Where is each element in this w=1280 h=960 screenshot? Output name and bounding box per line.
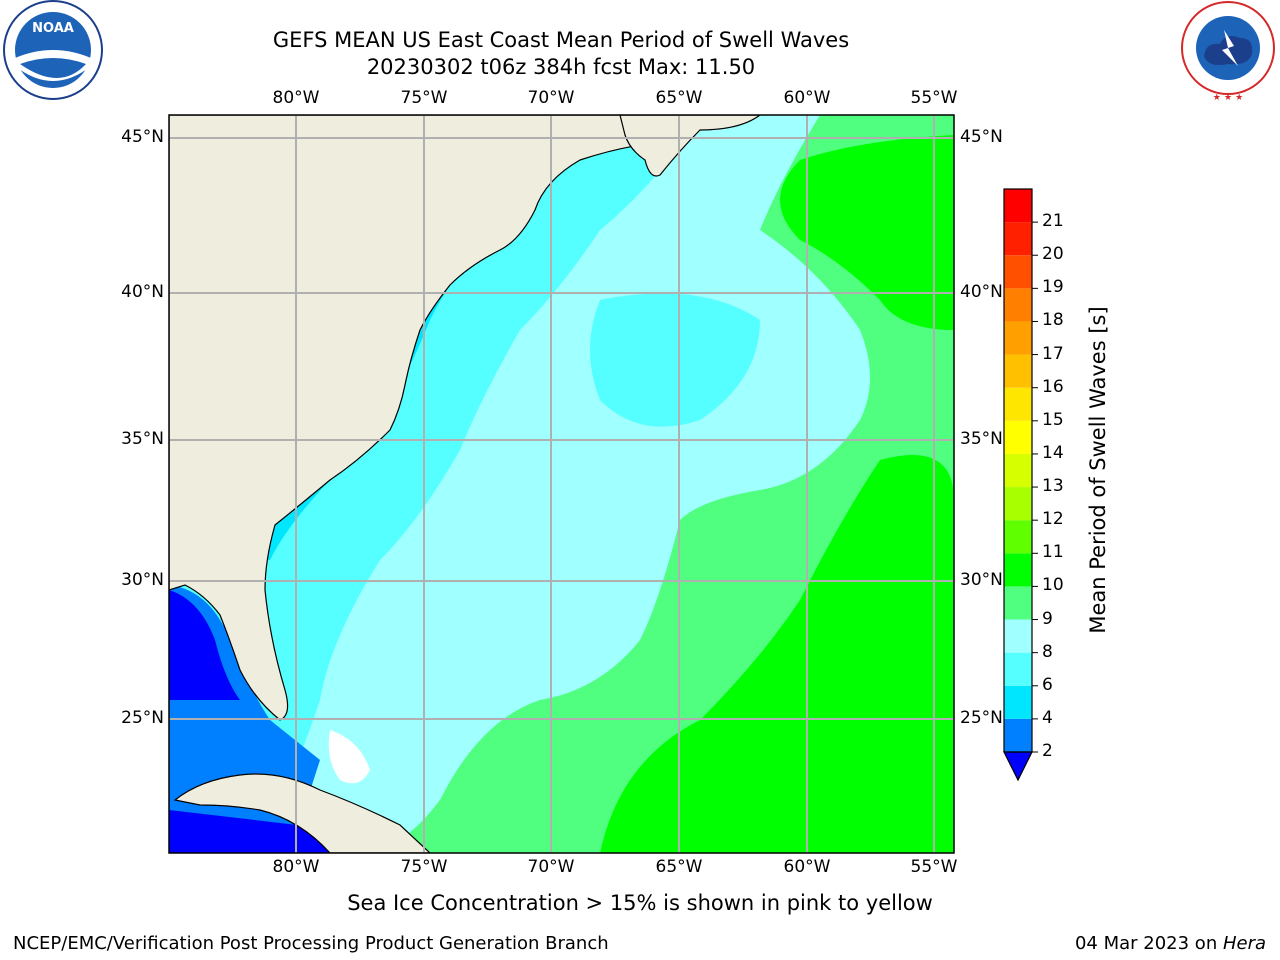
colorbar-tick-label: 4 xyxy=(1042,707,1053,728)
map-graticule xyxy=(169,115,954,853)
footer-date-text: 04 Mar 2023 on xyxy=(1074,933,1223,954)
sea-ice-note-text: Sea Ice Concentration > 15% is shown in … xyxy=(347,891,933,915)
lon-label-top: 65°W xyxy=(655,88,703,108)
ocean-field xyxy=(169,115,954,853)
map-frame xyxy=(168,114,955,854)
colorbar-tick-label: 9 xyxy=(1042,608,1053,629)
lon-label-bottom: 80°W xyxy=(272,857,320,877)
colorbar-segment xyxy=(1004,453,1032,488)
lon-label-bottom: 70°W xyxy=(527,857,575,877)
chart-title-line2: 20230302 t06z 384h fcst Max: 11.50 xyxy=(366,55,756,79)
canada-land xyxy=(619,115,762,177)
lat-label-right: 25°N xyxy=(960,708,1003,728)
colorbar-segment xyxy=(1004,652,1032,686)
colorbar-tick-label: 17 xyxy=(1042,343,1064,364)
colorbar-tick-label: 13 xyxy=(1042,476,1064,497)
svg-text:★ ★ ★: ★ ★ ★ xyxy=(1213,93,1243,103)
lon-label-top: 70°W xyxy=(527,88,575,108)
colorbar-tick-label: 11 xyxy=(1042,542,1064,563)
footer-credit: NCEP/EMC/Verification Post Processing Pr… xyxy=(13,933,609,954)
colorbar-segment xyxy=(1004,553,1032,587)
colorbar-segment xyxy=(1004,321,1032,355)
lat-label-left: 35°N xyxy=(121,429,164,449)
lat-label-left: 45°N xyxy=(121,127,164,147)
colorbar-tick-label: 19 xyxy=(1042,277,1064,298)
colorbar-tick-label: 20 xyxy=(1042,244,1064,265)
noaa-logo-text: NOAA xyxy=(32,21,74,36)
colorbar-tick-label: 21 xyxy=(1042,211,1064,232)
lon-label-top: 75°W xyxy=(400,88,448,108)
footer-date: 04 Mar 2023 on Hera xyxy=(1075,933,1266,954)
colorbar-segment xyxy=(1004,288,1032,322)
lon-label-bottom: 65°W xyxy=(655,857,703,877)
colorbar-segment xyxy=(1004,222,1032,256)
colorbar-segment xyxy=(1004,685,1032,719)
sea-ice-note: Sea Ice Concentration > 15% is shown in … xyxy=(0,891,1280,915)
lat-label-right: 40°N xyxy=(960,282,1003,302)
colorbar-extend-triangle xyxy=(1003,751,1033,782)
colorbar-tick-label: 15 xyxy=(1042,409,1064,430)
colorbar-tick-label: 6 xyxy=(1042,674,1053,695)
nws-logo: ★ ★ ★ xyxy=(1181,1,1275,103)
bahamas-shoal xyxy=(328,730,370,784)
lon-label-top: 80°W xyxy=(272,88,320,108)
lat-label-left: 30°N xyxy=(121,570,164,590)
lat-label-left: 25°N xyxy=(121,708,164,728)
colorbar-tick-label: 16 xyxy=(1042,376,1064,397)
lon-label-bottom: 75°W xyxy=(400,857,448,877)
noaa-logo: NOAA xyxy=(3,0,103,100)
colorbar-segment xyxy=(1004,586,1032,620)
colorbar-frame xyxy=(1003,188,1033,753)
lat-label-right: 30°N xyxy=(960,570,1003,590)
colorbar-segment xyxy=(1004,520,1032,554)
colorbar-tick-label: 10 xyxy=(1042,575,1064,596)
colorbar-tick-label: 12 xyxy=(1042,509,1064,530)
lon-label-top: 60°W xyxy=(783,88,831,108)
colorbar-segment xyxy=(1004,619,1032,653)
lon-label-bottom: 55°W xyxy=(910,857,958,877)
lat-label-right: 35°N xyxy=(960,429,1003,449)
colorbar-segment xyxy=(1004,189,1032,223)
colorbar-segment xyxy=(1004,387,1032,421)
colorbar-tick-label: 8 xyxy=(1042,641,1053,662)
footer-host: Hera xyxy=(1222,933,1266,954)
colorbar-tick-label: 14 xyxy=(1042,442,1064,463)
colorbar-segment xyxy=(1004,420,1032,454)
cuba-land xyxy=(173,773,431,853)
colorbar xyxy=(1003,188,1038,782)
colorbar-title: Mean Period of Swell Waves [s] xyxy=(1086,306,1110,634)
colorbar-tick-label: 2 xyxy=(1042,741,1053,761)
lat-label-left: 40°N xyxy=(121,282,164,302)
colorbar-segment xyxy=(1004,718,1032,752)
colorbar-tick-label: 18 xyxy=(1042,310,1064,331)
colorbar-segment xyxy=(1004,487,1032,521)
colorbar-segment xyxy=(1004,354,1032,388)
chart-title-line1: GEFS MEAN US East Coast Mean Period of S… xyxy=(272,28,850,52)
lon-label-bottom: 60°W xyxy=(783,857,831,877)
lat-label-right: 45°N xyxy=(960,127,1003,147)
lon-label-top: 55°W xyxy=(910,88,958,108)
colorbar-segment xyxy=(1004,255,1032,289)
